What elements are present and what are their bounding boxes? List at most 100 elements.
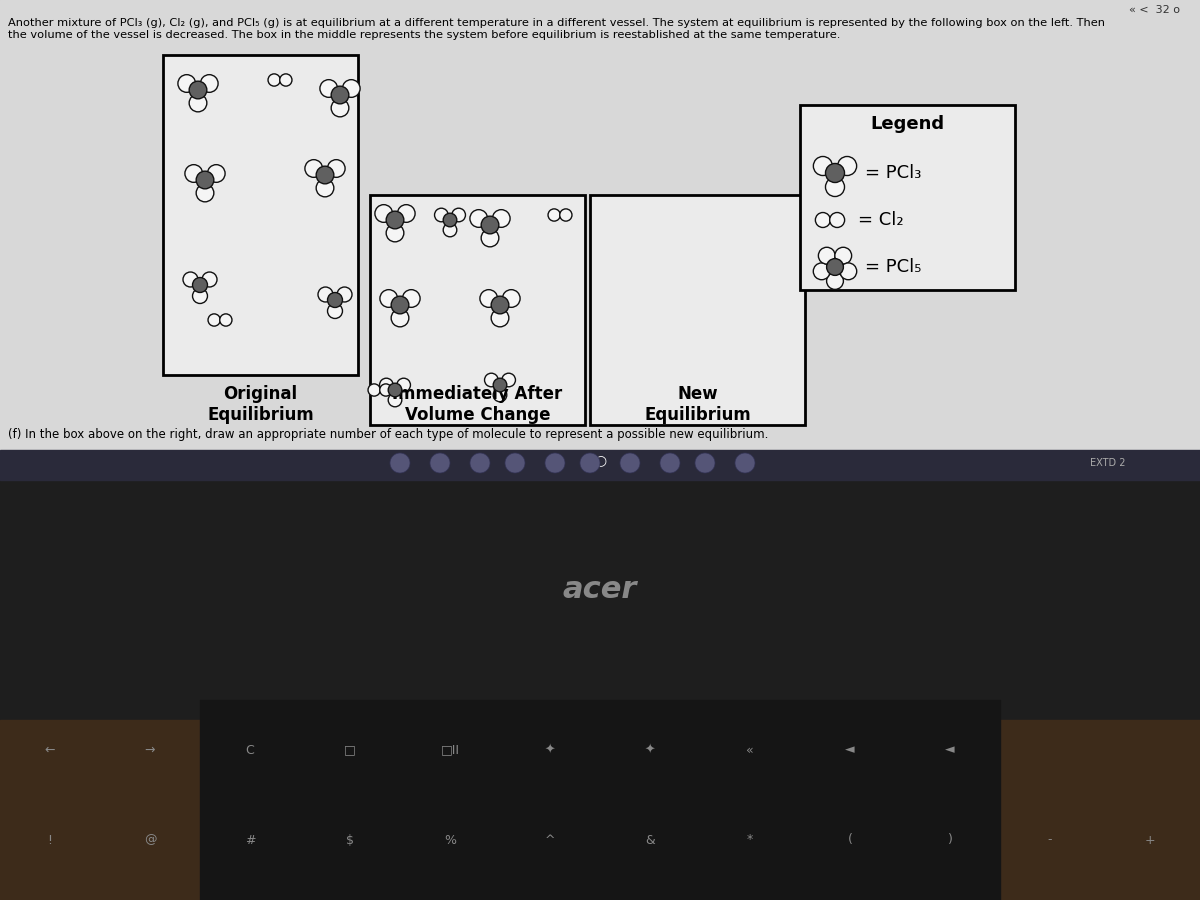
Text: ←: ← xyxy=(44,743,55,757)
Circle shape xyxy=(503,290,520,307)
Text: &: & xyxy=(646,833,655,847)
Text: « <  32 o: « < 32 o xyxy=(1129,5,1180,15)
Circle shape xyxy=(443,223,457,237)
Circle shape xyxy=(379,378,394,392)
Circle shape xyxy=(826,164,845,183)
Text: □II: □II xyxy=(440,743,460,757)
Text: = PCl₅: = PCl₅ xyxy=(865,258,922,276)
Text: = Cl₂: = Cl₂ xyxy=(858,211,904,229)
Circle shape xyxy=(505,453,526,473)
Circle shape xyxy=(192,277,208,292)
Circle shape xyxy=(493,388,506,401)
Circle shape xyxy=(835,248,852,264)
Circle shape xyxy=(452,208,466,221)
Circle shape xyxy=(815,212,830,228)
Text: ^: ^ xyxy=(545,833,556,847)
Circle shape xyxy=(545,453,565,473)
Circle shape xyxy=(185,165,203,183)
Circle shape xyxy=(320,80,337,97)
Circle shape xyxy=(368,384,380,396)
Text: □: □ xyxy=(344,743,356,757)
Circle shape xyxy=(827,273,844,290)
Text: $: $ xyxy=(346,833,354,847)
Circle shape xyxy=(316,179,334,197)
Circle shape xyxy=(305,159,323,177)
Circle shape xyxy=(192,289,208,303)
Circle shape xyxy=(840,263,857,280)
Text: «: « xyxy=(746,743,754,757)
Text: Original
Equilibrium: Original Equilibrium xyxy=(208,385,314,424)
Circle shape xyxy=(196,171,214,189)
Circle shape xyxy=(397,378,410,392)
Text: New
Equilibrium: New Equilibrium xyxy=(644,385,751,424)
Circle shape xyxy=(430,453,450,473)
Circle shape xyxy=(200,75,218,93)
Circle shape xyxy=(328,292,342,308)
Text: %: % xyxy=(444,833,456,847)
Text: ✦: ✦ xyxy=(545,743,556,757)
Circle shape xyxy=(331,99,349,117)
Text: (f) In the box above on the right, draw an appropriate number of each type of mo: (f) In the box above on the right, draw … xyxy=(8,428,768,441)
Circle shape xyxy=(492,210,510,228)
Circle shape xyxy=(660,453,680,473)
Circle shape xyxy=(374,204,392,222)
Text: Immediately After
Volume Change: Immediately After Volume Change xyxy=(392,385,563,424)
Circle shape xyxy=(337,287,352,302)
Text: !: ! xyxy=(48,833,53,847)
Circle shape xyxy=(470,453,490,473)
Circle shape xyxy=(331,86,349,104)
Circle shape xyxy=(208,165,226,183)
Text: acer: acer xyxy=(563,575,637,605)
Text: EXTD 2: EXTD 2 xyxy=(1090,458,1126,468)
Circle shape xyxy=(481,216,499,234)
Circle shape xyxy=(380,290,397,307)
Circle shape xyxy=(379,384,392,396)
Text: C: C xyxy=(246,743,254,757)
Bar xyxy=(200,700,1000,900)
Bar xyxy=(590,195,805,425)
Text: ): ) xyxy=(948,833,953,847)
Text: Legend: Legend xyxy=(870,115,944,133)
Circle shape xyxy=(502,374,516,387)
Bar xyxy=(800,105,1015,290)
Bar xyxy=(370,195,586,425)
Circle shape xyxy=(695,453,715,473)
Circle shape xyxy=(402,290,420,307)
Circle shape xyxy=(397,204,415,222)
Circle shape xyxy=(443,213,457,227)
Circle shape xyxy=(389,393,402,407)
Text: the volume of the vessel is decreased. The box in the middle represents the syst: the volume of the vessel is decreased. T… xyxy=(8,30,840,40)
Circle shape xyxy=(434,208,448,221)
Circle shape xyxy=(386,224,404,242)
Circle shape xyxy=(493,378,506,392)
Circle shape xyxy=(480,290,498,307)
Circle shape xyxy=(481,230,499,247)
Circle shape xyxy=(814,263,830,280)
Text: #: # xyxy=(245,833,256,847)
Circle shape xyxy=(470,210,487,228)
Text: Another mixture of PCl₃ (g), Cl₂ (g), and PCl₅ (g) is at equilibrium at a differ: Another mixture of PCl₃ (g), Cl₂ (g), an… xyxy=(8,18,1105,28)
Text: ◄: ◄ xyxy=(946,743,955,757)
Circle shape xyxy=(390,453,410,473)
Circle shape xyxy=(202,272,217,287)
Circle shape xyxy=(838,157,857,176)
Text: -: - xyxy=(1048,833,1052,847)
Circle shape xyxy=(386,212,404,229)
Circle shape xyxy=(196,184,214,202)
Circle shape xyxy=(178,75,196,93)
Circle shape xyxy=(818,248,835,264)
Circle shape xyxy=(827,258,844,275)
Text: ✦: ✦ xyxy=(644,743,655,757)
Circle shape xyxy=(826,177,845,196)
Circle shape xyxy=(485,374,498,387)
Circle shape xyxy=(220,314,232,326)
Text: *: * xyxy=(746,833,754,847)
Text: →: → xyxy=(145,743,155,757)
Circle shape xyxy=(328,159,346,177)
Text: @: @ xyxy=(144,833,156,847)
Bar xyxy=(163,55,358,375)
Circle shape xyxy=(268,74,281,86)
Circle shape xyxy=(190,94,206,112)
Circle shape xyxy=(190,81,206,99)
Circle shape xyxy=(391,296,409,314)
